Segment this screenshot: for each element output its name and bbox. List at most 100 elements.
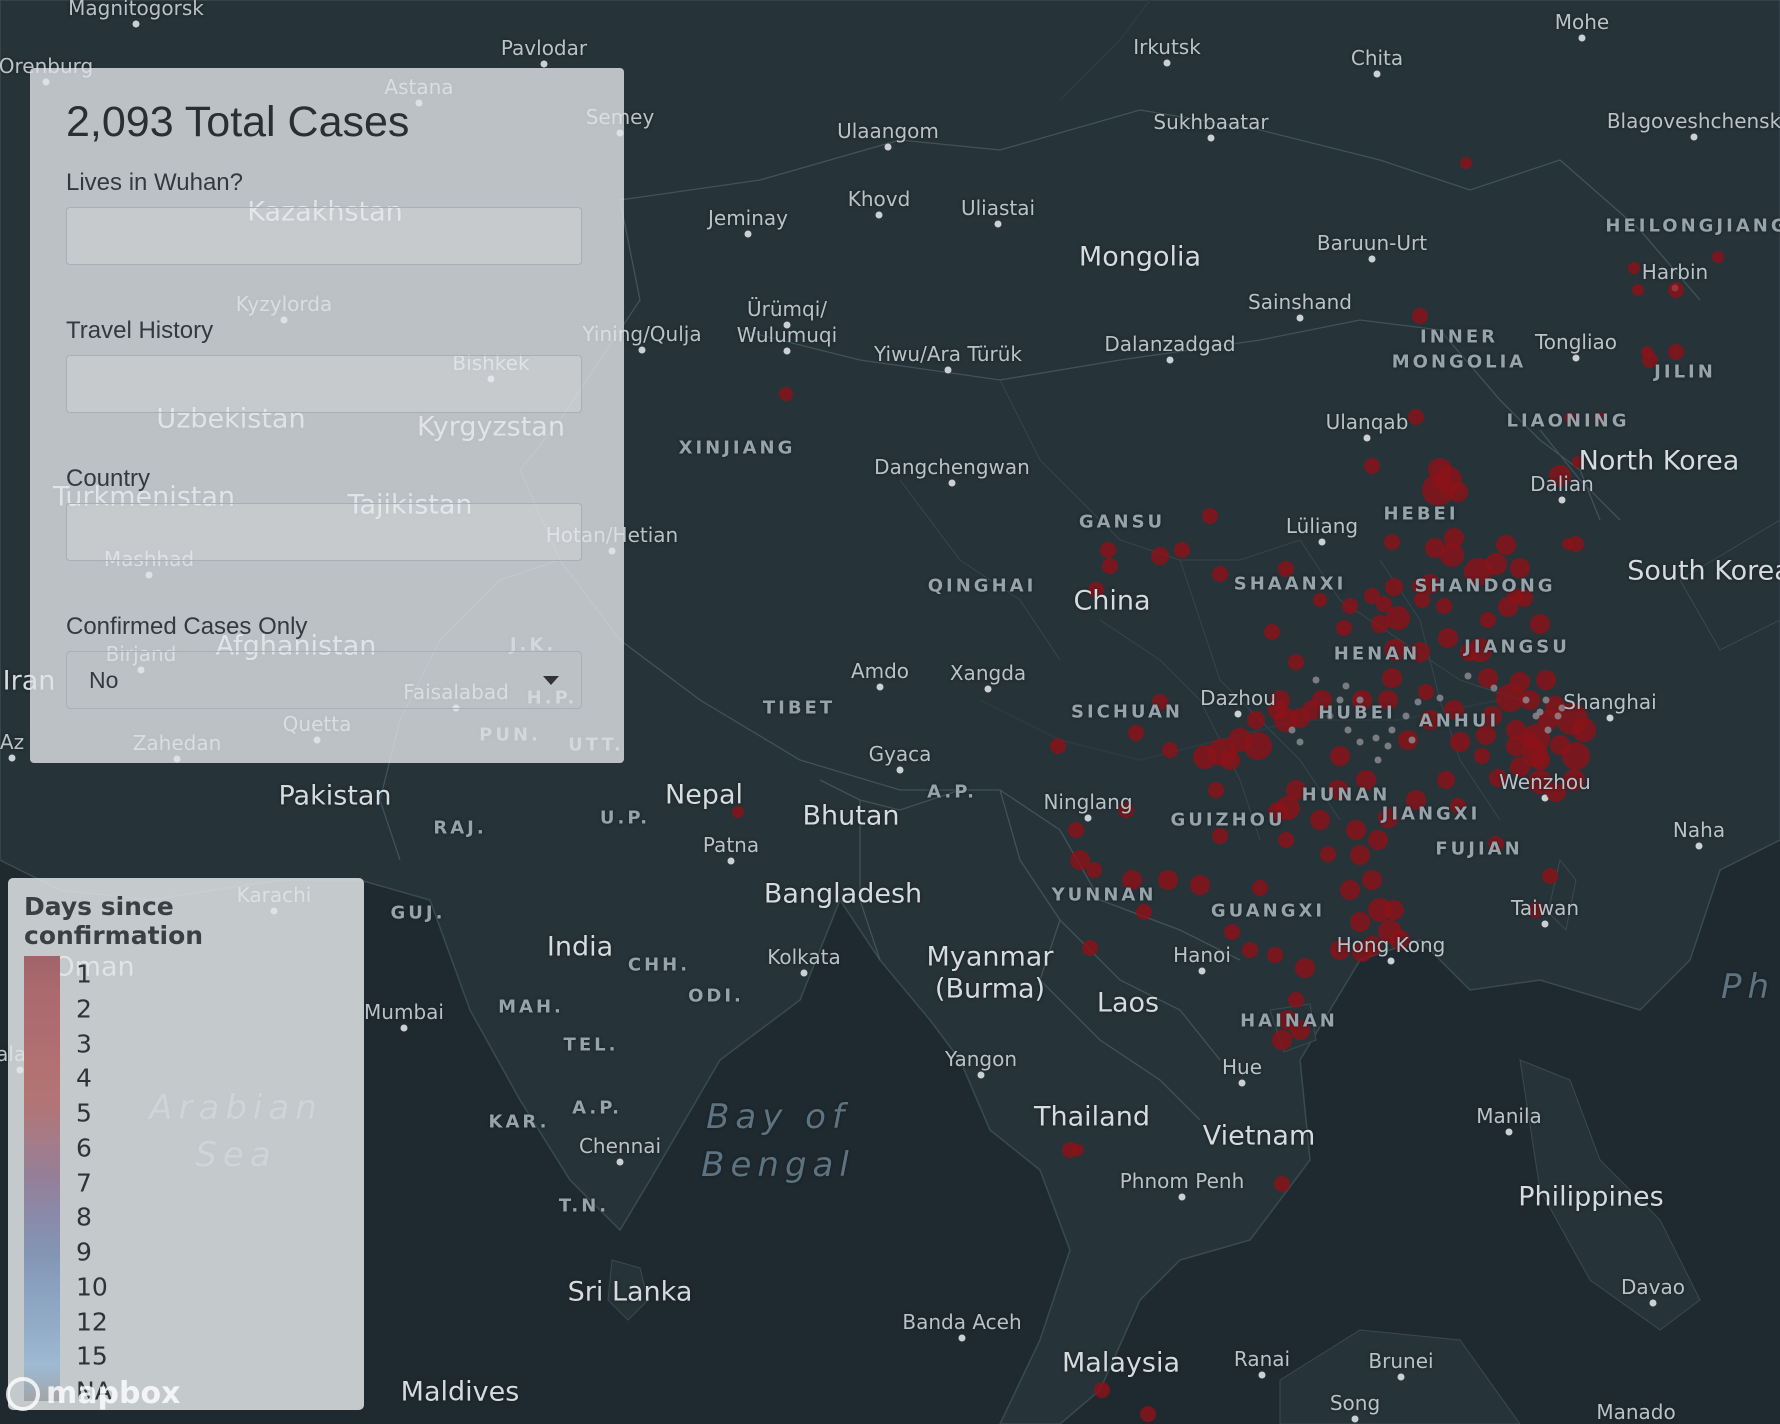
case-marker[interactable] — [1193, 745, 1217, 769]
case-marker[interactable] — [1274, 1176, 1290, 1192]
case-marker[interactable] — [1152, 694, 1168, 710]
case-marker[interactable] — [1368, 830, 1388, 850]
case-marker-na[interactable] — [1490, 684, 1498, 692]
case-marker[interactable] — [1212, 828, 1228, 844]
case-marker[interactable] — [1320, 846, 1336, 862]
case-marker[interactable] — [732, 806, 744, 818]
case-marker[interactable] — [1668, 282, 1684, 298]
case-marker[interactable] — [1390, 930, 1410, 950]
case-marker[interactable] — [1425, 538, 1445, 558]
case-marker[interactable] — [1378, 690, 1398, 710]
case-marker[interactable] — [1264, 624, 1280, 640]
case-marker[interactable] — [1522, 732, 1538, 748]
case-marker[interactable] — [1488, 836, 1504, 852]
case-marker[interactable] — [1712, 251, 1724, 263]
case-marker[interactable] — [1464, 558, 1492, 586]
case-marker[interactable] — [1290, 708, 1310, 728]
case-marker[interactable] — [1342, 598, 1358, 614]
case-marker[interactable] — [1162, 742, 1178, 758]
country-input[interactable] — [66, 503, 582, 561]
case-marker[interactable] — [1489, 769, 1507, 787]
case-marker[interactable] — [1102, 558, 1118, 574]
case-marker[interactable] — [1412, 578, 1428, 594]
case-marker[interactable] — [1364, 588, 1380, 604]
case-marker[interactable] — [1272, 1030, 1292, 1050]
case-marker[interactable] — [1506, 736, 1526, 756]
case-marker[interactable] — [1288, 992, 1304, 1008]
case-marker-na[interactable] — [1356, 696, 1364, 704]
case-marker[interactable] — [1295, 958, 1315, 978]
case-marker-na[interactable] — [1356, 738, 1364, 746]
case-marker[interactable] — [1242, 942, 1258, 958]
case-marker[interactable] — [1350, 912, 1370, 932]
case-marker[interactable] — [1414, 592, 1430, 608]
case-marker-na[interactable] — [1374, 756, 1382, 764]
case-marker[interactable] — [1460, 643, 1478, 661]
case-marker[interactable] — [1330, 746, 1350, 766]
case-marker[interactable] — [1386, 606, 1410, 630]
case-marker[interactable] — [1330, 940, 1350, 960]
case-marker[interactable] — [1406, 790, 1426, 810]
case-marker[interactable] — [1082, 940, 1098, 956]
case-marker[interactable] — [1520, 690, 1540, 710]
case-marker[interactable] — [1549, 465, 1571, 487]
case-marker-na[interactable] — [1344, 726, 1352, 734]
case-marker[interactable] — [1068, 822, 1084, 838]
case-marker[interactable] — [1542, 868, 1558, 884]
case-marker[interactable] — [1528, 902, 1544, 918]
case-marker-na[interactable] — [1402, 712, 1410, 720]
case-marker[interactable] — [1428, 458, 1452, 482]
case-marker[interactable] — [1536, 670, 1556, 690]
case-marker-na[interactable] — [1542, 696, 1550, 704]
case-marker-na[interactable] — [1436, 694, 1444, 702]
case-marker-na[interactable] — [1554, 712, 1562, 720]
case-marker[interactable] — [1444, 700, 1464, 720]
case-marker[interactable] — [1278, 561, 1294, 577]
mapbox-attribution[interactable]: mapbox — [6, 1376, 180, 1411]
case-marker[interactable] — [1252, 880, 1268, 896]
case-marker[interactable] — [1356, 770, 1376, 790]
case-marker[interactable] — [1378, 808, 1398, 828]
case-marker[interactable] — [1174, 542, 1190, 558]
case-marker[interactable] — [1437, 771, 1455, 789]
case-marker-na[interactable] — [1522, 696, 1530, 704]
case-marker[interactable] — [1418, 684, 1434, 700]
case-marker[interactable] — [1088, 582, 1104, 598]
case-marker[interactable] — [1450, 798, 1466, 814]
case-marker[interactable] — [1530, 750, 1550, 770]
case-marker-na[interactable] — [1326, 712, 1334, 720]
case-marker[interactable] — [1371, 615, 1389, 633]
case-marker[interactable] — [1438, 628, 1458, 648]
case-marker[interactable] — [1572, 718, 1596, 742]
case-marker[interactable] — [1136, 904, 1152, 920]
case-marker[interactable] — [1507, 588, 1523, 604]
case-marker[interactable] — [1594, 412, 1606, 424]
case-marker[interactable] — [1070, 850, 1090, 870]
case-marker[interactable] — [1440, 543, 1464, 567]
case-marker[interactable] — [1100, 542, 1116, 558]
case-marker[interactable] — [1506, 720, 1526, 740]
case-marker[interactable] — [1086, 862, 1102, 878]
case-marker[interactable] — [1632, 284, 1644, 296]
case-marker[interactable] — [1158, 870, 1178, 890]
case-marker-na[interactable] — [1532, 712, 1540, 720]
case-marker[interactable] — [1310, 810, 1330, 830]
case-marker[interactable] — [1546, 782, 1566, 802]
case-marker[interactable] — [1278, 832, 1294, 848]
case-marker-na[interactable] — [1384, 742, 1392, 750]
travel-history-input[interactable] — [66, 355, 582, 413]
case-marker[interactable] — [1460, 157, 1472, 169]
case-marker[interactable] — [1398, 730, 1418, 750]
case-marker[interactable] — [1267, 947, 1283, 963]
case-marker[interactable] — [1362, 870, 1382, 890]
case-marker-na[interactable] — [1414, 698, 1422, 706]
case-marker[interactable] — [1268, 802, 1288, 822]
case-marker[interactable] — [1412, 308, 1428, 324]
case-marker[interactable] — [1050, 738, 1066, 754]
case-marker[interactable] — [1224, 924, 1240, 940]
case-marker-na[interactable] — [1544, 726, 1552, 734]
case-marker[interactable] — [1288, 654, 1304, 670]
case-marker[interactable] — [1572, 456, 1584, 468]
case-marker[interactable] — [1384, 639, 1406, 661]
case-marker[interactable] — [1190, 875, 1210, 895]
